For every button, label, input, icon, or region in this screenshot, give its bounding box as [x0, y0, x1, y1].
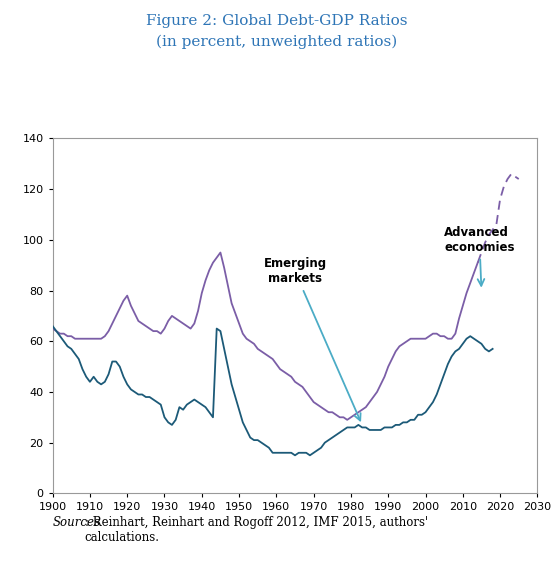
Text: (in percent, unweighted ratios): (in percent, unweighted ratios): [156, 35, 398, 49]
Text: Sources: Sources: [53, 516, 101, 530]
Text: Figure 2: Global Debt-GDP Ratios: Figure 2: Global Debt-GDP Ratios: [146, 14, 408, 28]
Text: : Reinhart, Reinhart and Rogoff 2012, IMF 2015, authors'
calculations.: : Reinhart, Reinhart and Rogoff 2012, IM…: [85, 516, 428, 545]
Text: Advanced
economies: Advanced economies: [444, 226, 515, 286]
Text: Emerging
markets: Emerging markets: [264, 257, 361, 421]
